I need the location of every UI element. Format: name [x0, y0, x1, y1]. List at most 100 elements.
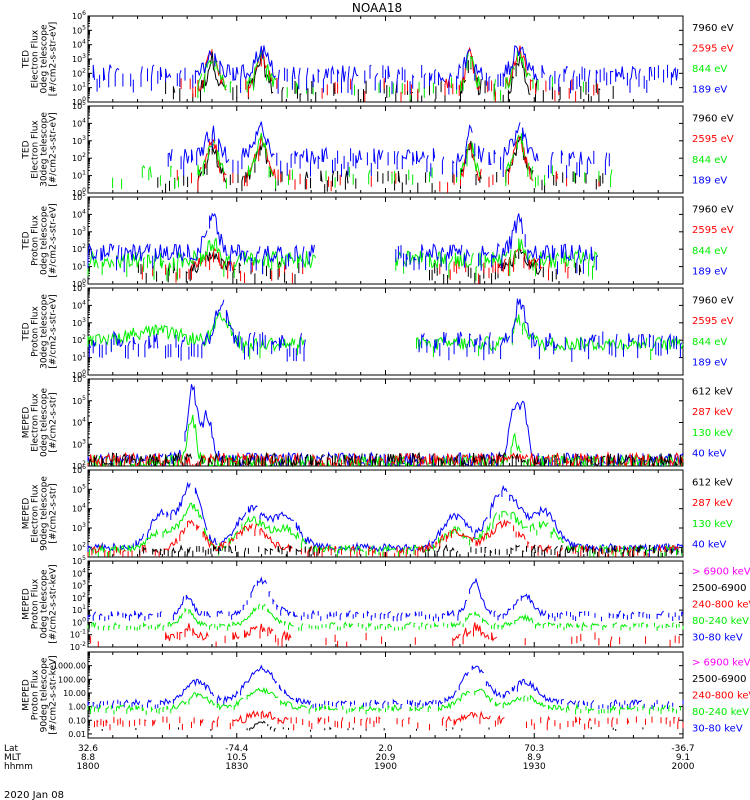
- series-group: [87, 212, 599, 284]
- legend-label: 7960 eV: [692, 23, 734, 34]
- footer-row-label: MLT: [4, 753, 22, 763]
- footer-tick-label: 1830: [225, 762, 248, 772]
- y-axis-label-line: [#/cm2-s-str-eV]: [49, 22, 59, 97]
- y-axis-label-line: MEPED: [22, 498, 32, 530]
- y-axis-label-line: 0deg telescope: [40, 24, 50, 94]
- y-axis-label: MEPEDProton Flux90deg telescope[#/cm2-s-…: [22, 655, 59, 734]
- data-series: [112, 132, 613, 190]
- y-tick-exponent: 2: [82, 592, 86, 599]
- footer-tick-label: 2.0: [378, 744, 393, 754]
- y-axis-label-line: 0deg telescope: [40, 569, 50, 639]
- data-series: [101, 720, 644, 732]
- legend-label: 7960 eV: [692, 295, 734, 306]
- y-tick-exponent: 2: [82, 152, 86, 159]
- data-series: [137, 247, 582, 284]
- y-axis-label-line: 0deg telescope: [40, 388, 50, 458]
- data-series: [87, 686, 681, 715]
- legend-label: 240-800 keV: [692, 690, 750, 701]
- data-series: [87, 212, 598, 275]
- y-tick-label: 101: [72, 261, 86, 272]
- legend-label: 7960 eV: [692, 113, 734, 124]
- legend-label: 80-240 keV: [692, 616, 749, 627]
- legend-label: 287 keV: [692, 407, 733, 418]
- y-axis-label: MEPEDProton Flux0deg telescope[#/cm2-s-s…: [22, 564, 59, 643]
- footer-tick-label: 2000: [672, 762, 695, 772]
- figure-title: NOAA18: [352, 1, 402, 15]
- legend-label: 80-240 keV: [692, 707, 749, 718]
- y-tick-label: 100: [72, 187, 86, 198]
- legend-label: > 6900 keV: [692, 566, 750, 577]
- y-tick-exponent: 4: [82, 299, 86, 306]
- data-series: [90, 622, 680, 647]
- y-tick-exponent: 5: [82, 555, 86, 562]
- y-tick-exponent: 4: [82, 567, 86, 574]
- y-tick-label: 104: [72, 299, 86, 310]
- y-tick-exponent: 6: [82, 373, 86, 380]
- data-series: [157, 135, 604, 193]
- data-series: [87, 384, 684, 468]
- chart-panel: 102 103 104 105 106 MEPEDElectron Flux90deg t…: [22, 464, 733, 558]
- y-tick-label: 100: [72, 616, 86, 627]
- y-tick-exponent: 5: [82, 282, 86, 289]
- y-axis-label-line: Electron Flux: [31, 120, 41, 179]
- y-tick-exponent: 5: [82, 483, 86, 490]
- y-tick-exponent: 1: [82, 261, 86, 268]
- y-axis-label-line: Electron Flux: [31, 484, 41, 543]
- y-tick-exponent: 4: [82, 503, 86, 510]
- y-axis-label-line: TED: [22, 50, 32, 69]
- y-tick-exponent: 3: [82, 580, 86, 587]
- data-series: [88, 451, 683, 468]
- legend-label: 30-80 keV: [692, 723, 743, 734]
- legend-label: 189 eV: [692, 358, 727, 369]
- y-axis-label-line: TED: [22, 322, 32, 341]
- footer-tick-label: 10.5: [227, 753, 247, 763]
- data-series: [87, 664, 684, 710]
- y-axis-label-line: 90deg telescope: [40, 476, 50, 551]
- footer-tick-label: -36.7: [671, 744, 694, 754]
- y-axis-label: MEPEDElectron Flux0deg telescope[#/cm2-s…: [22, 388, 59, 458]
- data-series: [167, 121, 610, 179]
- panel-frame: [87, 469, 684, 558]
- series-group: [87, 664, 684, 732]
- data-series: [88, 298, 683, 362]
- y-tick-label: 102: [72, 67, 86, 78]
- y-tick-exponent: 3: [82, 438, 86, 445]
- y-axis-label: TEDElectron Flux30deg telescope[#/cm2-s-…: [22, 112, 59, 187]
- y-tick-exponent: 0: [82, 616, 86, 623]
- y-tick-exponent: 0: [82, 278, 86, 285]
- y-tick-label: 105: [72, 24, 86, 35]
- legend-label: 2595 eV: [692, 134, 734, 145]
- data-series: [94, 710, 684, 731]
- y-axis-label-line: [#/cm2-s-str-eV]: [49, 203, 59, 278]
- y-axis-label-line: MEPED: [22, 679, 32, 711]
- y-tick-exponent: 5: [82, 24, 86, 31]
- y-tick-label: 100: [72, 278, 86, 289]
- y-tick-exponent: 0: [82, 187, 86, 194]
- y-axis-label-line: Proton Flux: [31, 306, 41, 357]
- series-group: [87, 576, 684, 647]
- series-group: [112, 121, 613, 193]
- y-tick-label: 103: [72, 135, 86, 146]
- legend-label: 844 eV: [692, 246, 727, 257]
- footer-tick-label: 8.8: [81, 753, 96, 763]
- legend-label: 240-800 keV: [692, 599, 750, 610]
- date-label: 2020 Jan 08: [4, 790, 64, 800]
- y-tick-label: 105: [72, 483, 86, 494]
- data-series: [87, 311, 684, 361]
- legend-label: 189 eV: [692, 267, 727, 278]
- legend-label: 2595 eV: [692, 225, 734, 236]
- y-tick-exponent: 0: [82, 369, 86, 376]
- legend-label: 7960 eV: [692, 204, 734, 215]
- footer-row-label: hhmm: [4, 762, 33, 772]
- footer-tick-label: 9.1: [676, 753, 690, 763]
- y-tick-label: 106: [72, 464, 86, 475]
- y-axis-label-line: TED: [22, 140, 32, 159]
- y-tick-exponent: 3: [82, 226, 86, 233]
- legend-label: 2500-6900: [692, 583, 747, 594]
- data-series: [87, 603, 684, 631]
- y-axis-label-line: MEPED: [22, 407, 32, 439]
- legend-label: 130 keV: [692, 519, 733, 530]
